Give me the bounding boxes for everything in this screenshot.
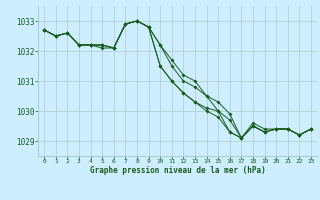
X-axis label: Graphe pression niveau de la mer (hPa): Graphe pression niveau de la mer (hPa)	[90, 166, 266, 175]
